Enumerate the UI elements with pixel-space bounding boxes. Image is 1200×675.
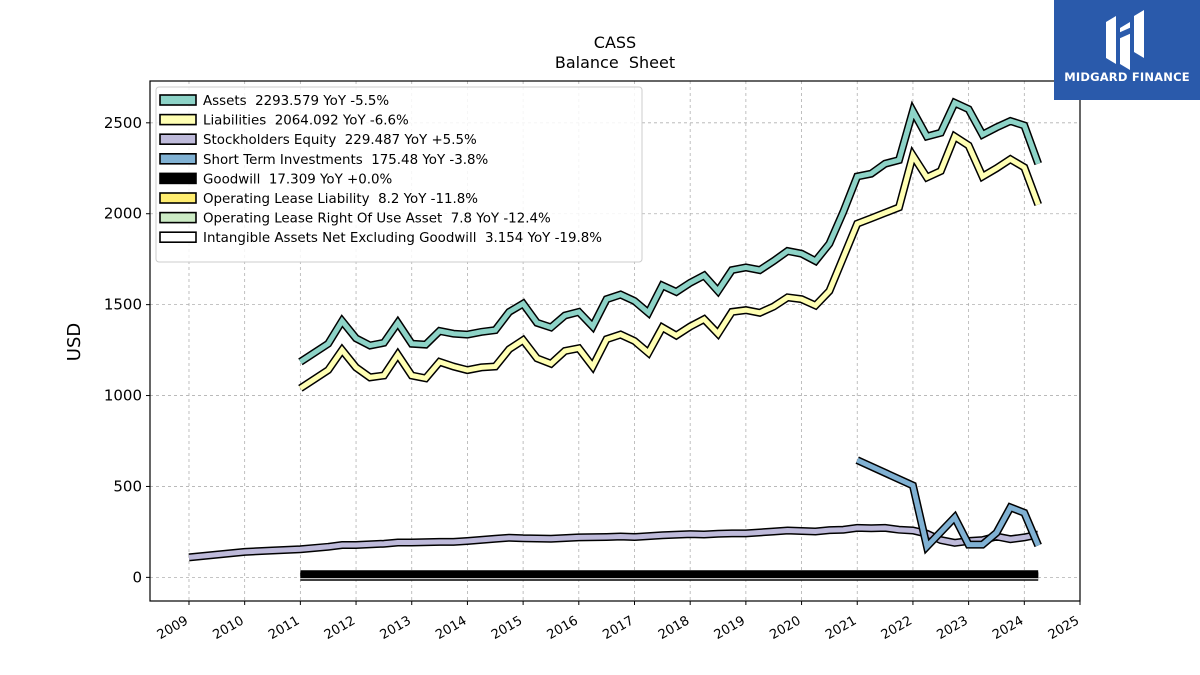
legend-box bbox=[155, 86, 643, 263]
legend-swatch bbox=[159, 172, 197, 185]
x-tick-label: 2016 bbox=[545, 613, 581, 643]
assets-line bbox=[299, 99, 1041, 364]
legend-entry: Liabilities 2064.092 YoY -6.6% bbox=[203, 114, 409, 129]
y-tick-label: 1500 bbox=[104, 296, 142, 314]
legend-swatch bbox=[159, 133, 197, 145]
x-tick-label: 2025 bbox=[1046, 613, 1082, 643]
x-tick-label: 2020 bbox=[767, 613, 803, 643]
legend-swatch bbox=[159, 211, 197, 224]
y-tick-label: 2500 bbox=[104, 114, 142, 132]
legend-swatch bbox=[159, 113, 197, 126]
legend-entry: Goodwill 17.309 YoY +0.0% bbox=[203, 172, 392, 187]
x-tick-label: 2011 bbox=[266, 613, 302, 643]
x-tick-label: 2019 bbox=[712, 613, 748, 643]
chart-title: CASS bbox=[594, 33, 636, 52]
legend-entry: Operating Lease Right Of Use Asset 7.8 Y… bbox=[203, 212, 551, 227]
plot-frame bbox=[149, 80, 1081, 602]
brand-name: MIDGARD FINANCE bbox=[1064, 70, 1190, 84]
y-tick-label: 0 bbox=[132, 568, 142, 586]
x-tick-label: 2014 bbox=[433, 613, 469, 643]
legend-entry: Short Term Investments 175.48 YoY -3.8% bbox=[203, 153, 488, 168]
legend-entry: Stockholders Equity 229.487 YoY +5.5% bbox=[203, 133, 477, 148]
x-tick-label: 2018 bbox=[656, 613, 692, 643]
x-tick-label: 2021 bbox=[823, 613, 859, 643]
chart-subtitle: Balance Sheet bbox=[555, 53, 675, 72]
series-layer bbox=[188, 97, 1042, 581]
x-tick-label: 2023 bbox=[934, 613, 970, 643]
legend-swatch bbox=[159, 153, 197, 165]
x-tick-label: 2024 bbox=[990, 613, 1026, 643]
y-tick-label: 500 bbox=[113, 477, 142, 495]
y-tick-label: 1000 bbox=[104, 387, 142, 405]
legend-swatch bbox=[159, 94, 197, 106]
midgard-logo-icon bbox=[1106, 10, 1144, 70]
stockholders-equity-line bbox=[188, 525, 1039, 560]
x-tick-label: 2013 bbox=[378, 613, 414, 643]
legend-entry: Assets 2293.579 YoY -5.5% bbox=[203, 94, 389, 109]
legend-entry: Operating Lease Liability 8.2 YoY -11.8% bbox=[203, 192, 478, 207]
y-tick-label: 2000 bbox=[104, 205, 142, 223]
x-tick-label: 2015 bbox=[489, 613, 525, 643]
legend-swatch bbox=[159, 192, 197, 204]
legend-entry: Intangible Assets Net Excluding Goodwill… bbox=[203, 231, 602, 246]
x-tick-label: 2022 bbox=[879, 613, 915, 643]
x-tick-label: 2012 bbox=[322, 613, 358, 643]
x-tick-label: 2009 bbox=[155, 613, 191, 643]
liabilities-line bbox=[299, 132, 1041, 391]
legend: Assets 2293.579 YoY -5.5% Liabilities 206… bbox=[155, 86, 643, 263]
brand-logo: MIDGARD FINANCE bbox=[1054, 0, 1200, 100]
x-tick-label: 2010 bbox=[211, 613, 247, 643]
x-tick-label: 2017 bbox=[600, 613, 636, 643]
y-axis-label: USD bbox=[64, 323, 85, 361]
legend-swatch bbox=[159, 231, 197, 243]
short-term-investments-line bbox=[856, 457, 1041, 552]
